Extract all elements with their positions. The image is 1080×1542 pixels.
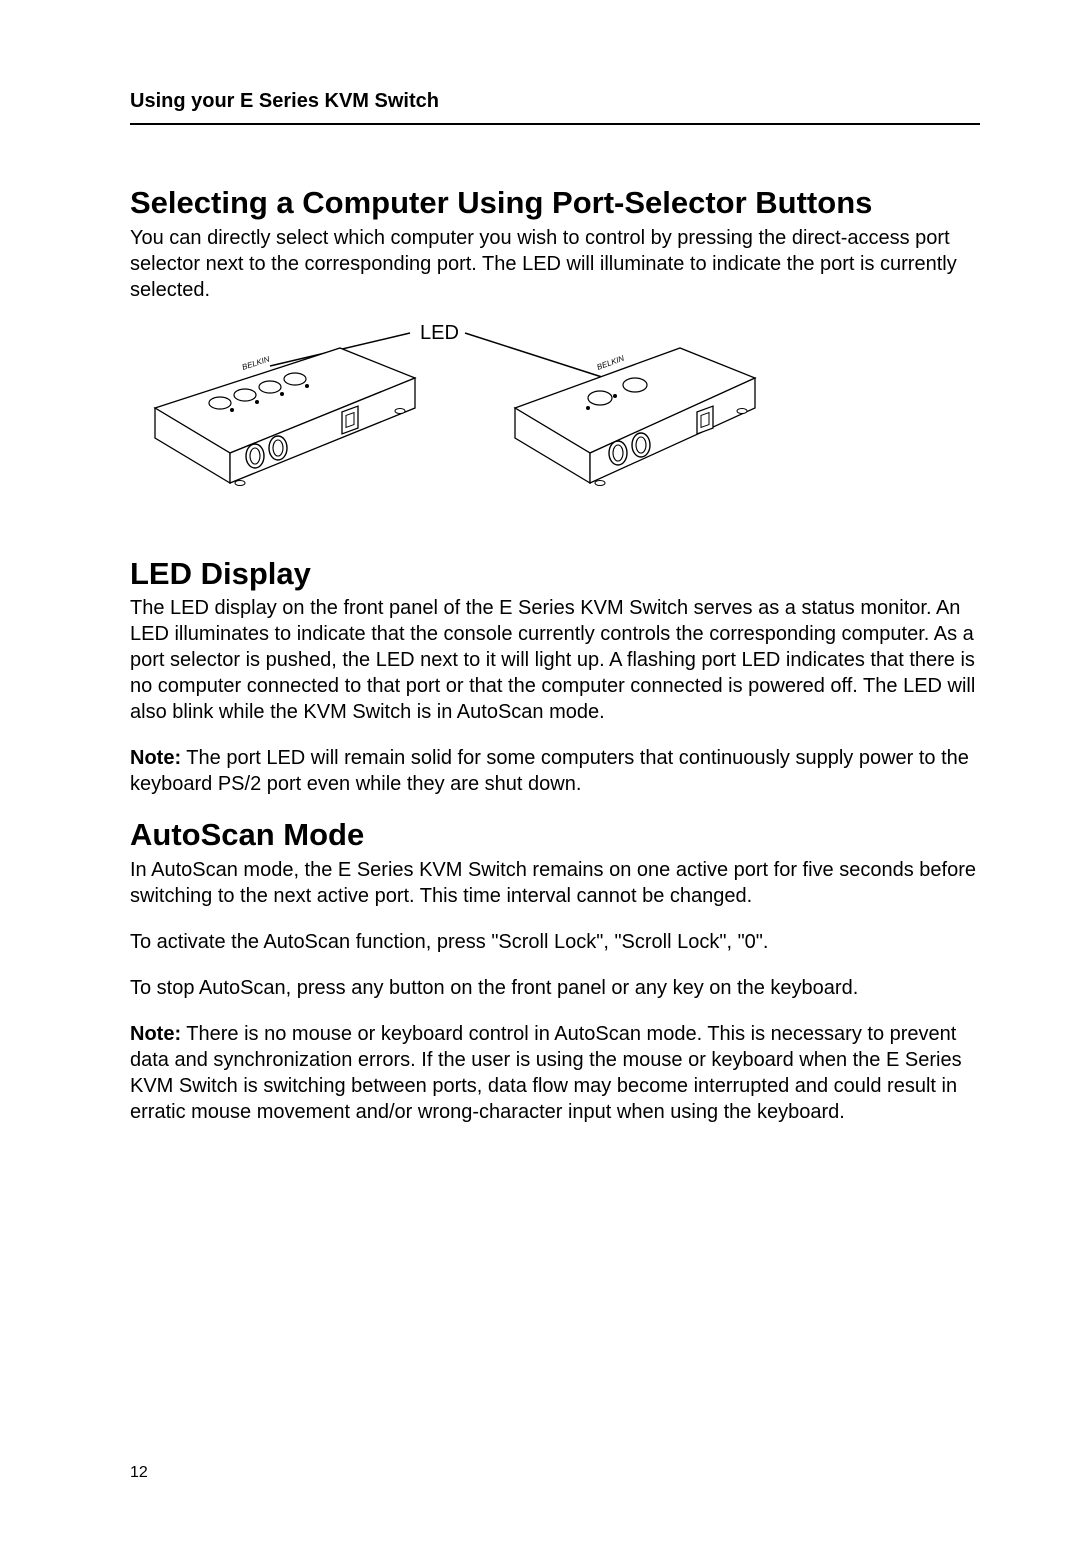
kvm-switch-illustration: LED BELKIN (130, 323, 850, 538)
section2-heading: LED Display (130, 556, 980, 592)
led-label: LED (420, 323, 459, 344)
header-rule (130, 123, 980, 125)
section3-note: Note: There is no mouse or keyboard cont… (130, 1021, 980, 1125)
section3-body3: To stop AutoScan, press any button on th… (130, 975, 980, 1001)
device-diagram: LED BELKIN (130, 323, 980, 538)
note-label: Note: (130, 1023, 181, 1045)
section3-body1: In AutoScan mode, the E Series KVM Switc… (130, 857, 980, 909)
page-number: 12 (130, 1464, 148, 1482)
section3-body2: To activate the AutoScan function, press… (130, 929, 980, 955)
section3-heading: AutoScan Mode (130, 817, 980, 853)
section1-body: You can directly select which computer y… (130, 225, 980, 303)
note-label: Note: (130, 747, 181, 769)
note-body: There is no mouse or keyboard control in… (130, 1023, 962, 1123)
page-header: Using your E Series KVM Switch (130, 90, 980, 113)
note-body: The port LED will remain solid for some … (130, 747, 969, 795)
section2-note: Note: The port LED will remain solid for… (130, 745, 980, 797)
section2-body: The LED display on the front panel of th… (130, 595, 980, 725)
led-pointer-right (465, 333, 605, 378)
section1-heading: Selecting a Computer Using Port-Selector… (130, 185, 980, 221)
svg-text:BELKIN: BELKIN (241, 354, 271, 371)
kvm-device-4port: BELKIN (155, 348, 415, 486)
kvm-device-2port: BELKIN (515, 348, 755, 486)
